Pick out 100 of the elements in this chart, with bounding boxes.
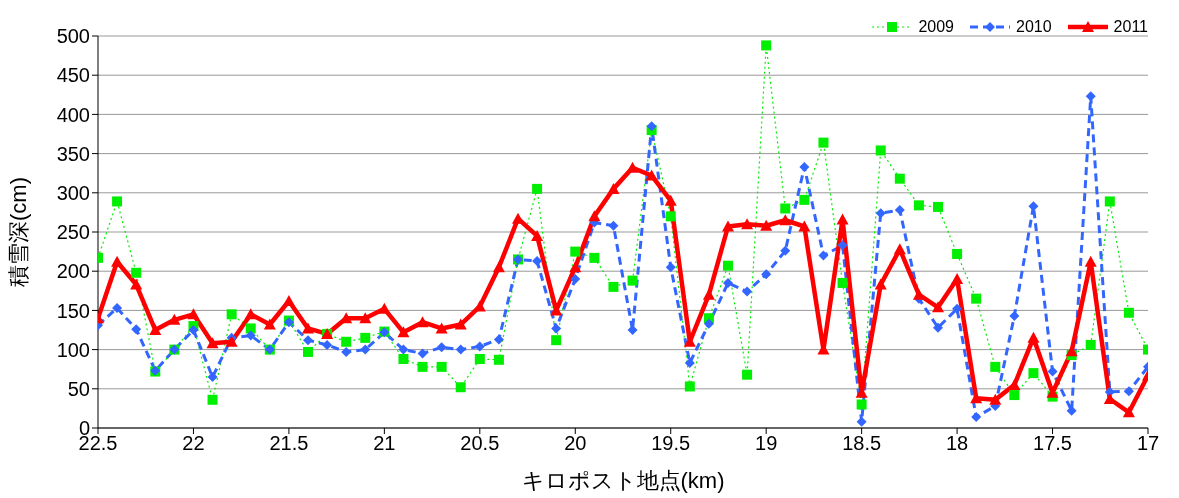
point <box>912 288 925 300</box>
point <box>244 308 257 320</box>
point <box>856 416 867 427</box>
point <box>894 205 905 216</box>
y-tick-label: 450 <box>56 64 90 87</box>
point <box>303 335 313 346</box>
point <box>341 336 352 347</box>
point <box>1047 366 1058 377</box>
point <box>398 354 409 365</box>
point <box>1085 91 1096 102</box>
x-tick-label: 21 <box>373 432 396 455</box>
point <box>378 302 391 314</box>
legend-label: 2010 <box>1016 18 1052 36</box>
point <box>723 260 733 271</box>
point <box>1085 339 1096 350</box>
x-tick-label: 20.5 <box>460 432 500 455</box>
point <box>875 208 886 219</box>
point <box>360 332 371 343</box>
point <box>952 303 963 314</box>
point <box>665 262 676 273</box>
point <box>206 337 219 349</box>
point <box>856 399 867 410</box>
x-tick-label: 19.5 <box>651 432 691 455</box>
point <box>1028 201 1039 212</box>
y-tick-label: 350 <box>56 142 90 165</box>
point <box>359 312 372 324</box>
point <box>112 196 123 207</box>
point <box>207 372 218 383</box>
point <box>131 267 142 278</box>
legend-label: 2011 <box>1113 18 1148 36</box>
point <box>245 330 256 341</box>
point <box>893 243 906 255</box>
point <box>894 173 905 184</box>
point <box>799 194 810 205</box>
point <box>875 145 886 156</box>
point <box>818 137 829 148</box>
y-axis-title: 積雪深(cm) <box>5 177 31 287</box>
point <box>225 335 238 347</box>
point <box>703 318 714 329</box>
point <box>474 354 485 365</box>
point <box>188 325 199 335</box>
point <box>645 169 658 181</box>
point <box>742 286 753 297</box>
x-tick-label: 18.5 <box>842 432 882 455</box>
point <box>664 194 677 206</box>
y-tick-label: 300 <box>56 181 90 204</box>
point <box>742 369 753 380</box>
point <box>1028 368 1039 379</box>
x-tick-label: 19 <box>755 432 778 455</box>
point <box>779 214 792 226</box>
point <box>551 323 562 334</box>
point <box>1104 196 1115 207</box>
point <box>149 324 162 335</box>
y-tick-label: 100 <box>56 338 90 361</box>
point <box>627 325 638 335</box>
point <box>570 274 581 285</box>
point <box>417 361 428 372</box>
point <box>723 277 733 288</box>
point <box>684 381 695 392</box>
point <box>780 203 791 214</box>
point <box>951 273 964 285</box>
point <box>436 342 447 353</box>
point <box>837 240 848 251</box>
point <box>971 293 982 304</box>
point <box>531 229 544 241</box>
y-tick-label: 400 <box>56 103 90 126</box>
point <box>780 245 791 256</box>
point <box>282 294 295 306</box>
point <box>474 341 485 352</box>
point <box>874 278 887 290</box>
point <box>303 346 313 357</box>
point <box>799 161 810 172</box>
y-tick-label: 150 <box>56 299 90 322</box>
point <box>684 357 695 368</box>
point <box>551 335 562 346</box>
y-tick-label: 500 <box>56 25 90 48</box>
x-tick-label: 17 <box>1136 432 1160 455</box>
point <box>952 248 963 259</box>
point <box>990 361 1001 372</box>
point <box>1027 331 1040 343</box>
y-tick-label: 200 <box>56 260 90 283</box>
point <box>569 261 582 273</box>
point <box>837 277 848 288</box>
legend-label: 2009 <box>918 18 954 36</box>
point <box>360 344 371 355</box>
point <box>1084 255 1097 267</box>
point <box>798 220 811 232</box>
point <box>455 344 466 355</box>
point <box>168 313 181 325</box>
point <box>492 261 505 273</box>
point <box>245 323 256 334</box>
point <box>646 121 657 132</box>
point <box>818 250 829 261</box>
y-tick-label: 250 <box>56 221 90 244</box>
point <box>913 200 924 211</box>
point <box>1122 406 1135 418</box>
point <box>416 316 429 328</box>
point <box>322 339 333 350</box>
point <box>761 269 772 280</box>
point <box>302 322 314 334</box>
